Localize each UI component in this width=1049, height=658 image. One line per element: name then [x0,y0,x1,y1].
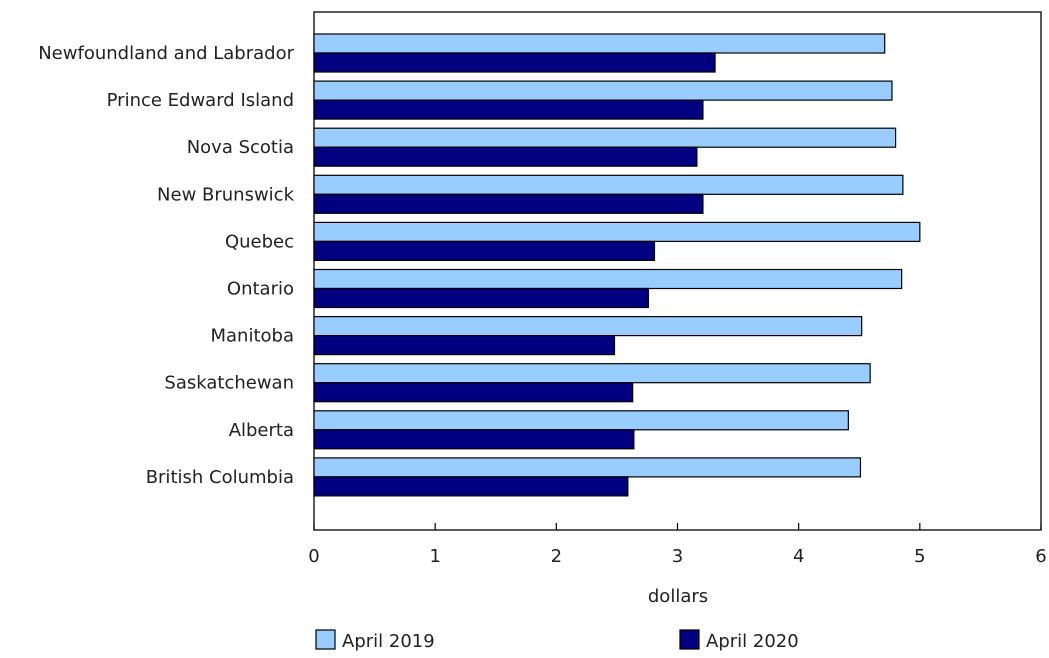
category-label: Alberta [229,420,294,441]
bar-april-2020-9 [313,429,635,450]
legend-label: April 2020 [706,631,799,652]
category-label: Newfoundland and Labrador [38,43,294,64]
category-label: Saskatchewan [164,373,294,394]
x-tick-label: 2 [551,546,562,567]
category-label: Prince Edward Island [107,90,294,111]
x-tick-label: 6 [1035,546,1046,567]
bar-april-2020-5 [313,240,656,261]
bar-april-2019-6 [313,268,903,290]
category-label: New Brunswick [157,184,295,205]
category-label: Manitoba [211,326,295,347]
category-label: Quebec [225,231,294,252]
x-axis-title: dollars [648,586,708,607]
bar-april-2020-1 [313,52,716,73]
legend-swatch-april-2020 [679,629,700,650]
bar-april-2020-3 [313,146,698,167]
x-tick-label: 1 [429,546,440,567]
bar-april-2020-8 [313,382,634,403]
bar-april-2020-2 [313,99,704,120]
bar-april-2020-10 [313,476,629,497]
legend-swatch-april-2019 [315,629,336,650]
legend-label: April 2019 [342,631,435,652]
bar-april-2019-5 [313,221,921,242]
category-label: Ontario [227,279,294,300]
x-tick-label: 4 [793,546,804,567]
category-label: British Columbia [146,467,294,488]
bar-april-2019-8 [313,363,871,384]
bar-april-2019-4 [313,174,904,195]
bar-april-2020-4 [313,193,704,214]
bar-april-2020-6 [313,287,650,309]
bar-april-2019-7 [313,316,863,337]
bar-april-2019-10 [313,457,862,478]
bar-april-2019-3 [313,127,897,148]
x-tick-label: 5 [914,546,925,567]
x-tick-label: 0 [308,546,319,567]
category-label: Nova Scotia [187,137,294,158]
bar-april-2019-1 [313,33,886,54]
bar-april-2020-7 [313,335,616,356]
bar-april-2019-9 [313,410,849,431]
bar-april-2019-2 [313,80,893,101]
x-tick-label: 3 [672,546,683,567]
